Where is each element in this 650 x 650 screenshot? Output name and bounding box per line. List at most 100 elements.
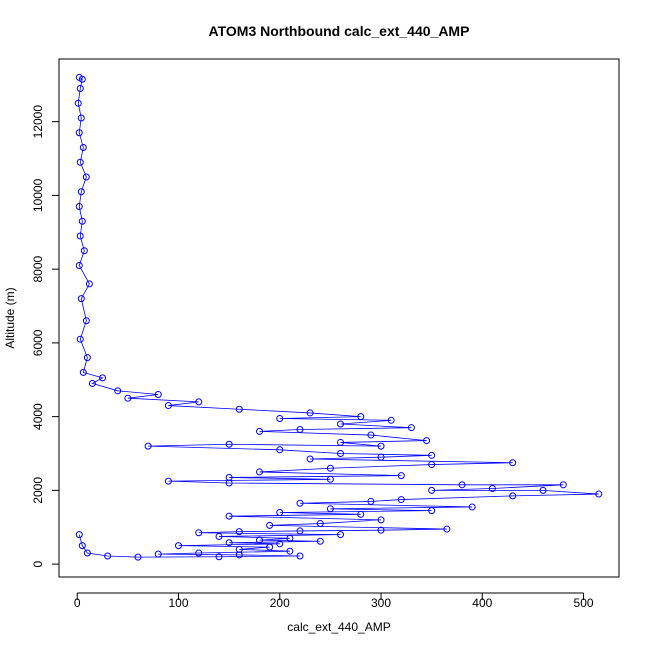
data-point [316, 537, 324, 545]
data-point [428, 461, 436, 469]
data-point [306, 409, 314, 417]
data-point [114, 387, 122, 395]
data-point [99, 374, 107, 382]
data-point [195, 549, 203, 557]
data-point [276, 508, 284, 516]
x-axis: 0 100 200 300 400 500 [74, 592, 594, 610]
data-point [78, 217, 86, 225]
data-point [337, 420, 345, 428]
data-point [443, 525, 451, 533]
data-point [256, 427, 264, 435]
data-point [428, 451, 436, 459]
data-point [337, 438, 345, 446]
data-point [316, 520, 324, 528]
data-point [83, 354, 91, 362]
data-point [235, 528, 243, 536]
data-point [326, 475, 334, 483]
data-point [276, 414, 284, 422]
y-axis: 0 2000 4000 6000 8000 10000 12000 [31, 105, 60, 567]
data-point [377, 526, 385, 534]
data-point [225, 479, 233, 487]
data-point [266, 521, 274, 529]
data-point [104, 552, 112, 560]
data-point [76, 335, 84, 343]
y-tick-label: 10000 [31, 178, 45, 212]
x-tick-label: 100 [168, 596, 188, 610]
data-point [296, 426, 304, 434]
data-point [85, 280, 93, 288]
data-point [76, 158, 84, 166]
data-point [296, 552, 304, 560]
data-point [509, 492, 517, 500]
data-point [164, 477, 172, 485]
data-point [337, 531, 345, 539]
data-point [215, 553, 223, 561]
data-point [539, 486, 547, 494]
data-point [75, 129, 83, 137]
data-point [377, 442, 385, 450]
y-tick-label: 0 [31, 560, 45, 567]
data-point [225, 539, 233, 547]
y-axis-label: Altitude (m) [3, 287, 17, 348]
x-tick-label: 200 [270, 596, 290, 610]
data-point [377, 453, 385, 461]
data-point [80, 247, 88, 255]
data-layer [74, 73, 603, 561]
data-point [407, 424, 415, 432]
data-point [306, 455, 314, 463]
x-tick-label: 300 [371, 596, 391, 610]
data-point [387, 416, 395, 424]
x-axis-label: calc_ext_440_AMP [287, 620, 390, 634]
data-point [83, 549, 91, 557]
data-point [124, 394, 132, 402]
data-point [286, 534, 294, 542]
data-point [75, 261, 83, 269]
data-point [195, 398, 203, 406]
data-point [397, 472, 405, 480]
data-point [75, 202, 83, 210]
data-point [296, 499, 304, 507]
data-point [76, 84, 84, 92]
data-point [154, 391, 162, 399]
y-tick-label: 8000 [31, 255, 45, 282]
data-point [225, 512, 233, 520]
data-point [256, 536, 264, 544]
data-point [215, 532, 223, 540]
data-point [174, 542, 182, 550]
data-point [377, 516, 385, 524]
data-point [296, 527, 304, 535]
data-point [595, 490, 603, 498]
data-point [78, 542, 86, 550]
data-point [76, 232, 84, 240]
data-point [78, 75, 86, 83]
data-point [75, 531, 83, 539]
data-point [77, 114, 85, 122]
x-tick-label: 500 [574, 596, 594, 610]
data-point [195, 529, 203, 537]
data-point [235, 405, 243, 413]
data-point [326, 464, 334, 472]
data-point [154, 550, 162, 558]
data-point [256, 468, 264, 476]
data-point [276, 446, 284, 454]
data-point [337, 449, 345, 457]
y-tick-label: 12000 [31, 105, 45, 139]
data-point [134, 553, 142, 561]
data-point [235, 551, 243, 559]
data-point [82, 317, 90, 325]
data-point [468, 503, 476, 511]
data-point [225, 440, 233, 448]
data-point [79, 143, 87, 151]
data-point [144, 442, 152, 450]
y-tick-label: 6000 [31, 329, 45, 356]
chart-title: ATOM3 Northbound calc_ext_440_AMP [209, 23, 470, 39]
data-point [367, 497, 375, 505]
data-point [326, 505, 334, 513]
x-tick-label: 400 [472, 596, 492, 610]
data-point [79, 368, 87, 376]
data-point [286, 547, 294, 555]
data-point [428, 507, 436, 515]
data-point [428, 486, 436, 494]
